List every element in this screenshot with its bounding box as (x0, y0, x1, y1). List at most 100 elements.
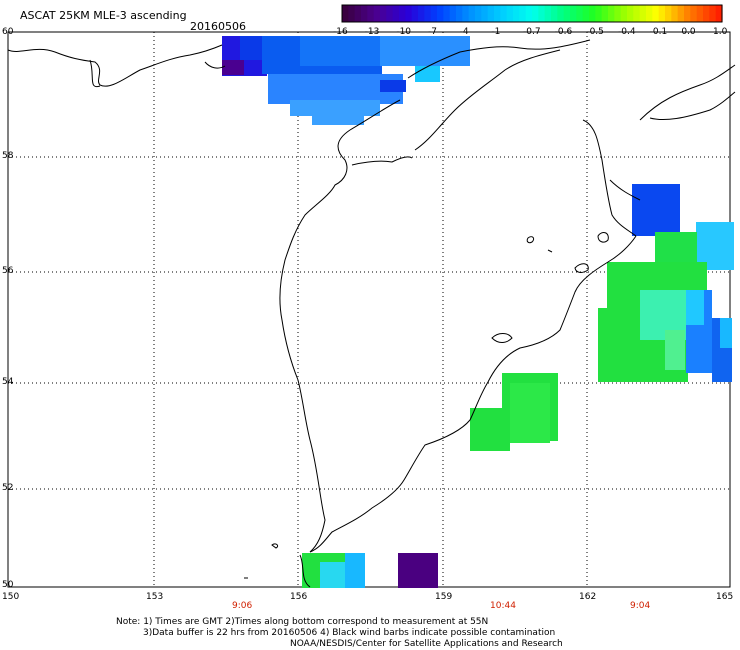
colorbar-swatch (449, 5, 457, 22)
colorbar-swatch (519, 5, 527, 22)
data-patch-north (222, 36, 470, 125)
colorbar-label: -0.5 (586, 27, 604, 37)
time-label-1: 9:06 (232, 601, 253, 611)
colorbar-swatch (418, 5, 425, 22)
colorbar-swatch (430, 5, 438, 22)
colorbar-swatch (627, 5, 634, 22)
colorbar-swatch (475, 5, 482, 22)
colorbar-swatch (633, 5, 641, 22)
colorbar-label: -4 (459, 27, 469, 37)
lat-label-50: 50 (2, 580, 14, 590)
colorbar-swatch (361, 5, 368, 22)
note-line-2: 3)Data buffer is 22 hrs from 20160506 4)… (143, 628, 556, 638)
colorbar-swatch (506, 5, 514, 22)
colorbar-swatch (703, 5, 710, 22)
colorbar-swatch (557, 5, 565, 22)
coastline (7, 39, 736, 588)
lon-label-162: 162 (579, 592, 597, 602)
colorbar-swatch (386, 5, 394, 22)
colorbar-label: -1 (491, 27, 501, 37)
colorbar-swatch (595, 5, 603, 22)
colorbar-swatch (525, 5, 533, 22)
colorbar-swatch (487, 5, 495, 22)
lon-label-159: 159 (435, 592, 453, 602)
colorbar-swatch (367, 5, 375, 22)
colorbar-swatch (411, 5, 419, 22)
lon-label-156: 156 (290, 592, 308, 602)
colorbar-swatch (443, 5, 451, 22)
colorbar-swatch (348, 5, 356, 22)
colorbar-swatch (614, 5, 622, 22)
colorbar-swatch (589, 5, 596, 22)
colorbar-swatch (424, 5, 432, 22)
colorbar-swatch (373, 5, 381, 22)
islands (244, 232, 609, 579)
colorbar-swatch (608, 5, 615, 22)
colorbar-label: -0.4 (618, 27, 636, 37)
colorbar-swatch (380, 5, 387, 22)
colorbar-swatch (513, 5, 520, 22)
note-line-3: NOAA/NESDIS/Center for Satellite Applica… (290, 639, 563, 649)
colorbar-swatch (354, 5, 362, 22)
colorbar-label: -16 (333, 27, 348, 37)
colorbar-swatch (551, 5, 558, 22)
colorbar-swatch (709, 5, 717, 22)
colorbar-label: 0.0 (681, 27, 696, 37)
colorbar-swatch (342, 5, 349, 22)
colorbar-label: -13 (364, 27, 380, 37)
colorbar-swatch (639, 5, 647, 22)
lon-label-165: 165 (716, 592, 734, 602)
colorbar-swatch (696, 5, 704, 22)
colorbar-swatch (684, 5, 691, 22)
lat-label-58: 58 (2, 151, 14, 161)
colorbar-swatch (544, 5, 552, 22)
colorbar-label: -0.6 (554, 27, 573, 37)
map-frame (7, 31, 731, 588)
note-line-1: Note: 1) Times are GMT 2)Times along bot… (116, 617, 489, 627)
colorbar-swatch (652, 5, 660, 22)
lat-label-54: 54 (2, 377, 14, 387)
colorbar-swatch (538, 5, 546, 22)
colorbar-label: -10 (396, 27, 412, 37)
data-patch-south (302, 553, 438, 588)
colorbar-border (341, 4, 723, 23)
map-date: 20160506 (190, 20, 246, 33)
colorbar-swatch (437, 5, 444, 22)
colorbar-swatch (532, 5, 539, 22)
colorbar-swatch (392, 5, 400, 22)
lat-label-60: 60 (2, 27, 14, 37)
time-label-3: 9:04 (630, 601, 651, 611)
colorbar-swatch (456, 5, 463, 22)
colorbar-swatch (494, 5, 501, 22)
colorbar-swatch (563, 5, 571, 22)
data-patch-kamchatka (470, 373, 558, 451)
colorbar-swatch (576, 5, 584, 22)
colorbar-swatch (715, 5, 723, 22)
colorbar-swatch (405, 5, 413, 22)
lon-label-150: 150 (2, 592, 20, 602)
colorbar-swatch (601, 5, 609, 22)
graticule (8, 32, 730, 587)
colorbar-swatch (399, 5, 406, 22)
time-label-2: 10:44 (490, 601, 516, 611)
colorbar-label: -7 (428, 27, 437, 37)
colorbar-swatch (570, 5, 577, 22)
lon-label-153: 153 (146, 592, 164, 602)
colorbar-swatch (468, 5, 476, 22)
data-patch-east (598, 184, 734, 382)
colorbar-swatch (646, 5, 653, 22)
colorbar (341, 4, 723, 23)
colorbar-swatch (582, 5, 590, 22)
colorbar-swatch (671, 5, 679, 22)
map-title: ASCAT 25KM MLE-3 ascending (20, 9, 187, 22)
colorbar-swatch (690, 5, 698, 22)
colorbar-swatch (677, 5, 685, 22)
colorbar-swatch (462, 5, 470, 22)
colorbar-swatch (481, 5, 489, 22)
lat-label-56: 56 (2, 266, 14, 276)
colorbar-swatch (658, 5, 666, 22)
colorbar-label: -0.7 (523, 27, 541, 37)
colorbar-label: 1.0 (713, 27, 728, 37)
colorbar-label: -0.1 (649, 27, 668, 37)
